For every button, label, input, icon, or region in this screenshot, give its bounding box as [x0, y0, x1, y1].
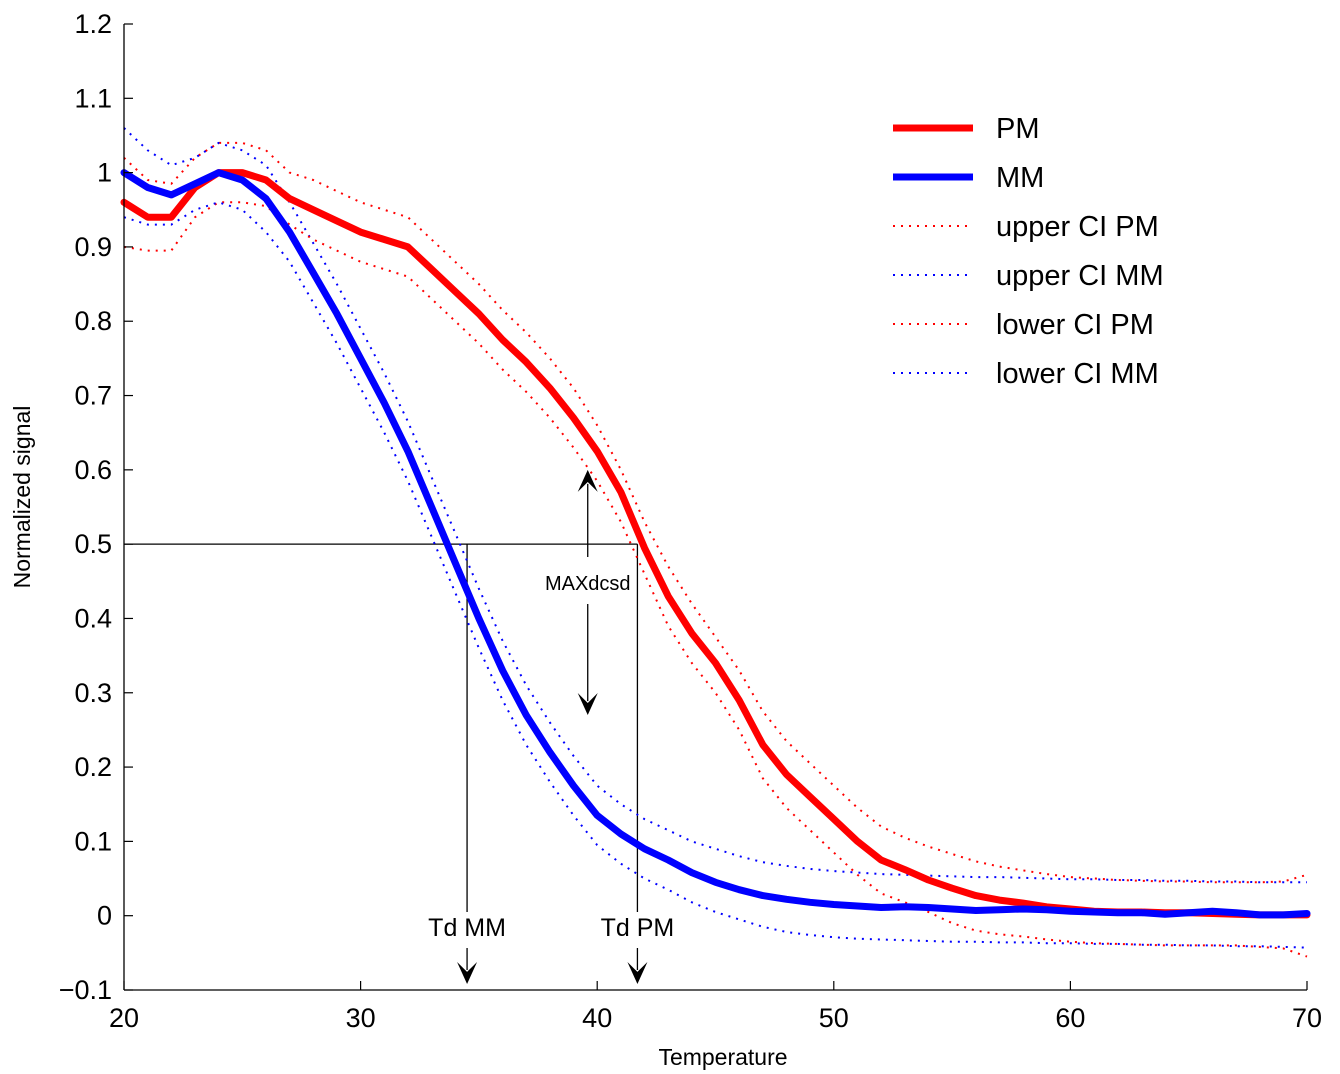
axes-layer: 20 30 40 50 60 70 −0.1 0 0.1 0.2 0.3 0.4 0.5 0.6 0.7 0.…: [59, 9, 1322, 1033]
y-tick-label: 0: [97, 901, 112, 931]
y-tick-label: 1.2: [74, 9, 112, 39]
maxdcsd-arrow-up-head: [577, 469, 598, 492]
x-tick-label: 30: [346, 1003, 376, 1033]
series-upper-ci-mm-line: [123, 127, 1307, 884]
td-pm-arrow-head: [627, 962, 648, 984]
y-tick-label: 0.1: [74, 826, 112, 856]
y-tick-label: 0.9: [74, 232, 112, 262]
x-tick-label: 40: [582, 1003, 612, 1033]
legend: PM MM upper CI PM upper CI MM lower CI PM low…: [893, 113, 1164, 390]
y-tick-label: 0.2: [74, 752, 112, 782]
td-pm-label: Td PM: [601, 914, 675, 942]
y-tick-label: 0.8: [74, 306, 112, 336]
x-axis-label: Temperature: [658, 1044, 787, 1070]
legend-lower-ci-pm-label: lower CI PM: [996, 309, 1154, 341]
x-tick-label: 60: [1055, 1003, 1085, 1033]
legend-upper-ci-pm-label: upper CI PM: [996, 211, 1159, 243]
series-mm-line: [120, 169, 1311, 919]
y-tick-label: 0.7: [74, 381, 112, 411]
annotation-layer: Td MM Td PM MAXdcsd: [124, 469, 675, 984]
td-mm-arrow-head: [457, 962, 478, 984]
x-tick-label: 70: [1292, 1003, 1322, 1033]
x-tick-label: 20: [109, 1003, 139, 1033]
y-tick-label: −0.1: [59, 975, 112, 1005]
maxdcsd-label: MAXdcsd: [545, 573, 631, 595]
y-tick-label: 1.1: [74, 83, 112, 113]
x-tick-label: 50: [819, 1003, 849, 1033]
legend-mm-label: MM: [996, 162, 1044, 194]
maxdcsd-arrow-down-head: [577, 693, 598, 716]
td-mm-label: Td MM: [428, 914, 506, 942]
legend-lower-ci-mm-label: lower CI MM: [996, 358, 1159, 390]
y-tick-label: 0.6: [74, 455, 112, 485]
y-tick-label: 0.5: [74, 529, 112, 559]
y-axis-label: Normalized signal: [9, 406, 35, 589]
legend-pm-label: PM: [996, 113, 1040, 145]
y-tick-label: 0.4: [74, 603, 112, 633]
y-tick-label: 0.3: [74, 678, 112, 708]
legend-upper-ci-mm-label: upper CI MM: [996, 260, 1164, 292]
y-tick-label: 1: [97, 158, 112, 188]
series-layer: [120, 127, 1311, 958]
series-lower-ci-mm-line: [123, 201, 1308, 949]
